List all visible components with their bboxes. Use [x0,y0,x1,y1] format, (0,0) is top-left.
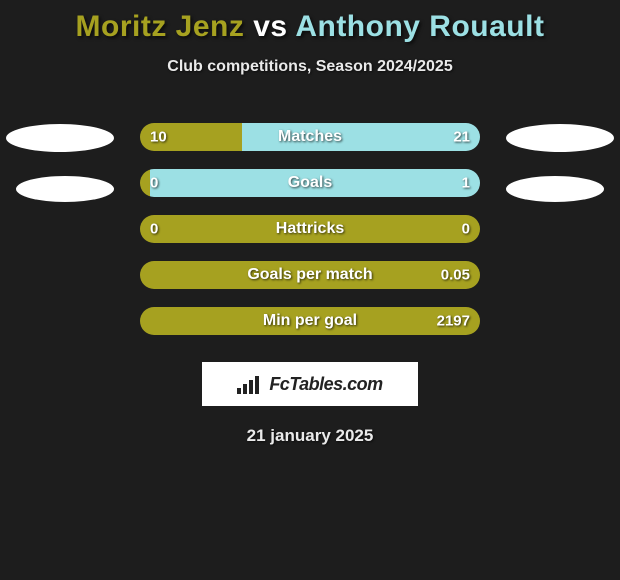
barchart-icon [237,374,263,394]
stat-value-right: 0.05 [441,267,470,284]
stat-label: Matches [278,128,342,146]
stat-bar: 0 Goals 1 [140,169,480,197]
page-title: Moritz Jenz vs Anthony Rouault [0,0,620,44]
stat-row: Goals per match 0.05 [0,252,620,298]
bar-left-segment [140,169,150,197]
title-player1: Moritz Jenz [76,10,245,43]
logo-text: FcTables.com [269,374,382,395]
stat-value-left: 0 [150,175,158,192]
logo-box[interactable]: FcTables.com [202,362,418,406]
stat-label: Goals [288,174,332,192]
stat-value-right: 1 [462,175,470,192]
stat-bar: 10 Matches 21 [140,123,480,151]
stat-value-right: 0 [462,221,470,238]
content: Moritz Jenz vs Anthony Rouault Club comp… [0,0,620,580]
title-player2: Anthony Rouault [295,10,544,43]
stat-label: Hattricks [276,220,344,238]
stat-bar: 0 Hattricks 0 [140,215,480,243]
stat-label: Min per goal [263,312,357,330]
stat-value-left: 10 [150,129,167,146]
stats-rows: 10 Matches 21 0 Goals 1 0 Hattricks 0 [0,114,620,344]
stat-label: Goals per match [247,266,372,284]
stat-row: 0 Hattricks 0 [0,206,620,252]
title-vs: vs [253,10,287,43]
stat-value-left: 0 [150,221,158,238]
subtitle: Club competitions, Season 2024/2025 [0,58,620,76]
stat-row: Min per goal 2197 [0,298,620,344]
stat-row: 10 Matches 21 [0,114,620,160]
stat-bar: Goals per match 0.05 [140,261,480,289]
stat-row: 0 Goals 1 [0,160,620,206]
date-text: 21 january 2025 [0,426,620,446]
stat-value-right: 21 [453,129,470,146]
stat-bar: Min per goal 2197 [140,307,480,335]
stat-value-right: 2197 [437,313,470,330]
